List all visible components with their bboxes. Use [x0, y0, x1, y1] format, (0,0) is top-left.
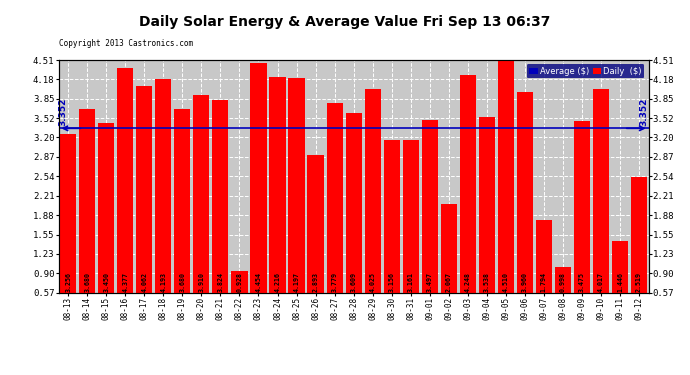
Bar: [250, 63, 266, 292]
Text: 1.446: 1.446: [617, 272, 623, 292]
Text: 3.352: 3.352: [59, 98, 68, 126]
Text: 3.156: 3.156: [388, 272, 395, 292]
Bar: [308, 155, 324, 292]
Bar: [155, 79, 171, 292]
Text: 3.538: 3.538: [484, 272, 490, 292]
Text: 4.193: 4.193: [160, 272, 166, 292]
Bar: [441, 204, 457, 292]
Bar: [422, 120, 438, 292]
Text: 3.256: 3.256: [65, 272, 71, 292]
Bar: [403, 140, 419, 292]
Text: 4.025: 4.025: [370, 272, 375, 292]
Text: 3.910: 3.910: [199, 272, 204, 292]
Bar: [60, 134, 77, 292]
Text: 4.248: 4.248: [465, 272, 471, 292]
Text: 2.893: 2.893: [313, 272, 319, 292]
Text: 4.062: 4.062: [141, 272, 147, 292]
Bar: [497, 60, 514, 292]
Text: 2.067: 2.067: [446, 272, 452, 292]
Text: 3.824: 3.824: [217, 272, 224, 292]
Text: 3.352: 3.352: [640, 98, 649, 126]
Bar: [98, 123, 115, 292]
Bar: [79, 109, 95, 292]
Bar: [136, 86, 152, 292]
Text: 3.161: 3.161: [408, 272, 414, 292]
Bar: [175, 109, 190, 292]
Bar: [193, 95, 210, 292]
Text: 3.779: 3.779: [332, 272, 337, 292]
Bar: [612, 241, 628, 292]
Text: Daily Solar Energy & Average Value Fri Sep 13 06:37: Daily Solar Energy & Average Value Fri S…: [139, 15, 551, 29]
Bar: [269, 77, 286, 292]
Text: 4.377: 4.377: [122, 272, 128, 292]
Bar: [231, 272, 248, 292]
Bar: [593, 89, 609, 292]
Text: 0.928: 0.928: [237, 272, 242, 292]
Bar: [326, 103, 343, 292]
Text: 4.216: 4.216: [275, 272, 281, 292]
Bar: [574, 121, 590, 292]
Bar: [384, 140, 400, 292]
Bar: [555, 267, 571, 292]
Bar: [117, 68, 133, 292]
Text: 4.197: 4.197: [293, 272, 299, 292]
Bar: [631, 177, 647, 292]
Bar: [460, 75, 476, 292]
Text: 3.680: 3.680: [84, 272, 90, 292]
Bar: [517, 93, 533, 292]
Text: 2.519: 2.519: [636, 272, 642, 292]
Bar: [346, 113, 362, 292]
Text: Copyright 2013 Castronics.com: Copyright 2013 Castronics.com: [59, 39, 193, 48]
Bar: [364, 88, 381, 292]
Bar: [288, 78, 304, 292]
Bar: [536, 220, 552, 292]
Text: 3.609: 3.609: [351, 272, 357, 292]
Legend: Average ($), Daily  ($): Average ($), Daily ($): [526, 64, 644, 78]
Bar: [213, 100, 228, 292]
Text: 4.017: 4.017: [598, 272, 604, 292]
Text: 3.497: 3.497: [426, 272, 433, 292]
Text: 4.454: 4.454: [255, 272, 262, 292]
Text: 3.450: 3.450: [104, 272, 109, 292]
Text: 3.475: 3.475: [579, 272, 585, 292]
Bar: [479, 117, 495, 292]
Text: 1.794: 1.794: [541, 272, 547, 292]
Text: 0.998: 0.998: [560, 272, 566, 292]
Text: 3.680: 3.680: [179, 272, 186, 292]
Text: 3.960: 3.960: [522, 272, 528, 292]
Text: 4.510: 4.510: [503, 272, 509, 292]
